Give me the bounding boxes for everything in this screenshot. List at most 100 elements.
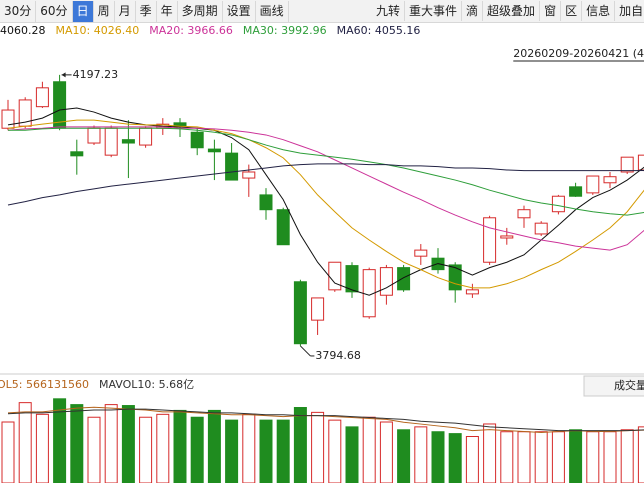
candle-body (534, 222, 548, 235)
candle-body (242, 171, 256, 179)
candle-body (207, 148, 221, 153)
candle-body (414, 249, 428, 257)
toolbar-button[interactable]: 设置 (223, 1, 256, 22)
candle-body (311, 297, 325, 321)
volume-bar (534, 431, 548, 483)
toolbar-button[interactable]: 九转 (372, 1, 406, 21)
toolbar-button[interactable]: 区 (561, 1, 583, 21)
volume-bar (259, 419, 273, 483)
candle-body (345, 265, 359, 293)
candle-body (637, 154, 644, 171)
volume-bar (104, 404, 118, 483)
volume-bar (637, 426, 644, 483)
candle-body (225, 152, 239, 181)
candle-body (517, 209, 531, 219)
volume-tab (583, 375, 644, 397)
volume-bar (397, 429, 411, 483)
volume-title: 成交量 (614, 378, 644, 392)
candle-body (586, 175, 600, 194)
toolbar: 30分 60分日周月季年多周期 设置 画线 九转 重大事件滴超级叠加窗区信息 加自 (0, 0, 644, 23)
ma-line (7, 107, 644, 296)
volume-bar (156, 413, 170, 483)
legend-label: MA60: 4055.16 (337, 24, 421, 37)
legend-label: 4060.28 (0, 24, 46, 37)
candle-body (293, 281, 307, 345)
toolbar-button[interactable]: 信息 (582, 1, 616, 21)
candle-body (139, 127, 153, 146)
volume-bar (345, 426, 359, 483)
toolbar-button[interactable]: 60分 (36, 1, 73, 22)
volume-bar (431, 431, 445, 483)
candle-body (397, 267, 411, 291)
toolbar-button[interactable]: 滴 (462, 1, 484, 21)
candle-body (603, 176, 617, 184)
volume-bar (225, 419, 239, 483)
toolbar-button[interactable]: 年 (157, 1, 178, 22)
candle-body (70, 151, 84, 157)
candle-body (483, 217, 497, 263)
max-arrowhead (61, 72, 66, 78)
volume-bar (500, 431, 514, 483)
legend-label: MAVOL10: 5.68亿 (99, 378, 194, 391)
candle-body (448, 264, 462, 291)
max-label: 4197.23 (73, 68, 119, 81)
candle-body (569, 186, 583, 197)
candle-body (104, 127, 118, 156)
toolbar-button[interactable]: 周 (94, 1, 115, 22)
min-label: 3794.68 (315, 349, 361, 362)
volume-bar (276, 419, 290, 483)
candle-body (1, 109, 15, 129)
volume-bar (139, 416, 153, 483)
ma-line (7, 119, 644, 289)
ma-line (8, 127, 644, 216)
candle-body (276, 209, 290, 246)
volume-bar (551, 431, 565, 483)
mavol-line (7, 408, 644, 432)
tool-group: 九转 重大事件滴超级叠加窗区信息 加自 (372, 0, 644, 21)
volume-bar (311, 411, 325, 483)
legend-label: OL5: 566131560 (0, 378, 89, 391)
min-arrow (300, 345, 311, 357)
volume-bar (603, 431, 617, 483)
candle-body (87, 127, 101, 144)
ma-line (7, 163, 644, 206)
toolbar-button[interactable]: 重大事件 (405, 1, 463, 21)
toolbar-button[interactable]: 画线 (256, 1, 289, 22)
volume-bar (121, 405, 135, 483)
volume-bar (379, 421, 393, 483)
ma-line (7, 126, 644, 251)
candle-body (500, 235, 514, 239)
volume-bar (207, 409, 221, 483)
volume-bar (242, 413, 256, 483)
candle-body (259, 194, 273, 211)
volume-bar (190, 416, 204, 483)
candle-body (35, 87, 49, 108)
volume-bar (53, 398, 67, 483)
volume-bar (1, 421, 15, 483)
volume-bar (35, 413, 49, 483)
candle-body (121, 139, 135, 144)
toolbar-button[interactable]: 超级叠加 (483, 1, 541, 21)
toolbar-button[interactable]: 季 (136, 1, 157, 22)
volume-bar (620, 429, 634, 483)
volume-bar (173, 409, 187, 483)
toolbar-button[interactable]: 月 (115, 1, 136, 22)
candle-body (379, 267, 393, 296)
volume-bar (328, 419, 342, 483)
candle-body (551, 195, 565, 213)
volume-bar (465, 436, 479, 483)
toolbar-button[interactable]: 窗 (540, 1, 562, 21)
volume-bar (18, 402, 32, 483)
mavol-line (7, 406, 644, 433)
volume-bar (569, 429, 583, 483)
toolbar-button[interactable]: 日 (72, 1, 94, 22)
candle-body (620, 156, 634, 173)
candle-body (328, 261, 342, 291)
period-group: 30分 60分日周月季年多周期 设置 画线 (0, 0, 289, 22)
volume-bar (448, 433, 462, 483)
legend-label: MA30: 3992.96 (243, 24, 327, 37)
toolbar-button[interactable]: 多周期 (178, 1, 223, 22)
toolbar-button[interactable]: 加自 (615, 1, 644, 21)
toolbar-button[interactable]: 30分 (0, 1, 37, 22)
